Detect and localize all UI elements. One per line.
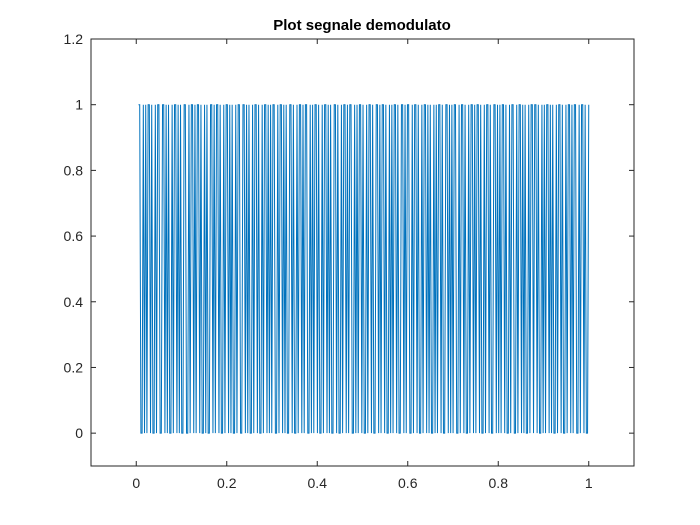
y-tick-label: 0.4 xyxy=(64,294,84,310)
plot-area xyxy=(138,104,590,434)
x-tick-label: 0.6 xyxy=(398,475,418,491)
series-line xyxy=(138,104,590,434)
y-tick-label: 0 xyxy=(75,425,83,441)
x-tick-label: 0 xyxy=(132,475,140,491)
y-tick-label: 0.8 xyxy=(64,162,84,178)
y-tick-label: 1 xyxy=(75,97,83,113)
x-tick-label: 0.8 xyxy=(489,475,509,491)
x-tick-label: 1 xyxy=(585,475,593,491)
y-tick-label: 1.2 xyxy=(64,31,84,47)
y-tick-label: 0.6 xyxy=(64,228,84,244)
axis-ticks: 0 0.2 0.4 0.6 0.8 1 0 0.2 0.4 0.6 0.8 1 1.2 xyxy=(64,31,634,491)
x-tick-label: 0.2 xyxy=(217,475,237,491)
x-tick-label: 0.4 xyxy=(308,475,328,491)
y-tick-label: 0.2 xyxy=(64,359,84,375)
axes-box xyxy=(90,38,635,467)
chart-title: Plot segnale demodulato xyxy=(273,17,451,34)
